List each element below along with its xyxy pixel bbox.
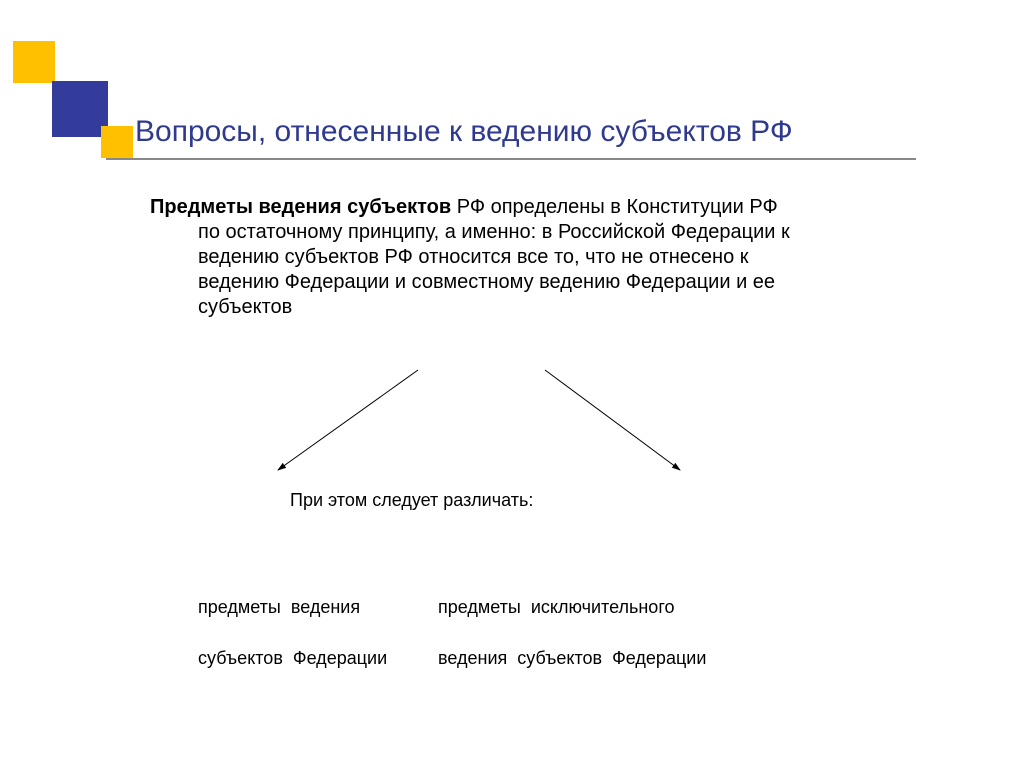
leaf-right-line2: ведения субъектов Федерации — [438, 648, 706, 668]
leaf-right: предметы исключительного ведения субъект… — [418, 570, 706, 696]
leaf-left-line2: субъектов Федерации — [198, 648, 387, 668]
leaf-right-line1: предметы исключительного — [438, 597, 675, 617]
sub-caption: При этом следует различать: — [290, 490, 533, 511]
leaf-left-line1: предметы ведения — [198, 597, 360, 617]
slide-root: Вопросы, отнесенные к ведению субъектов … — [0, 0, 1024, 768]
leaf-left: предметы ведения субъектов Федерации — [178, 570, 387, 696]
